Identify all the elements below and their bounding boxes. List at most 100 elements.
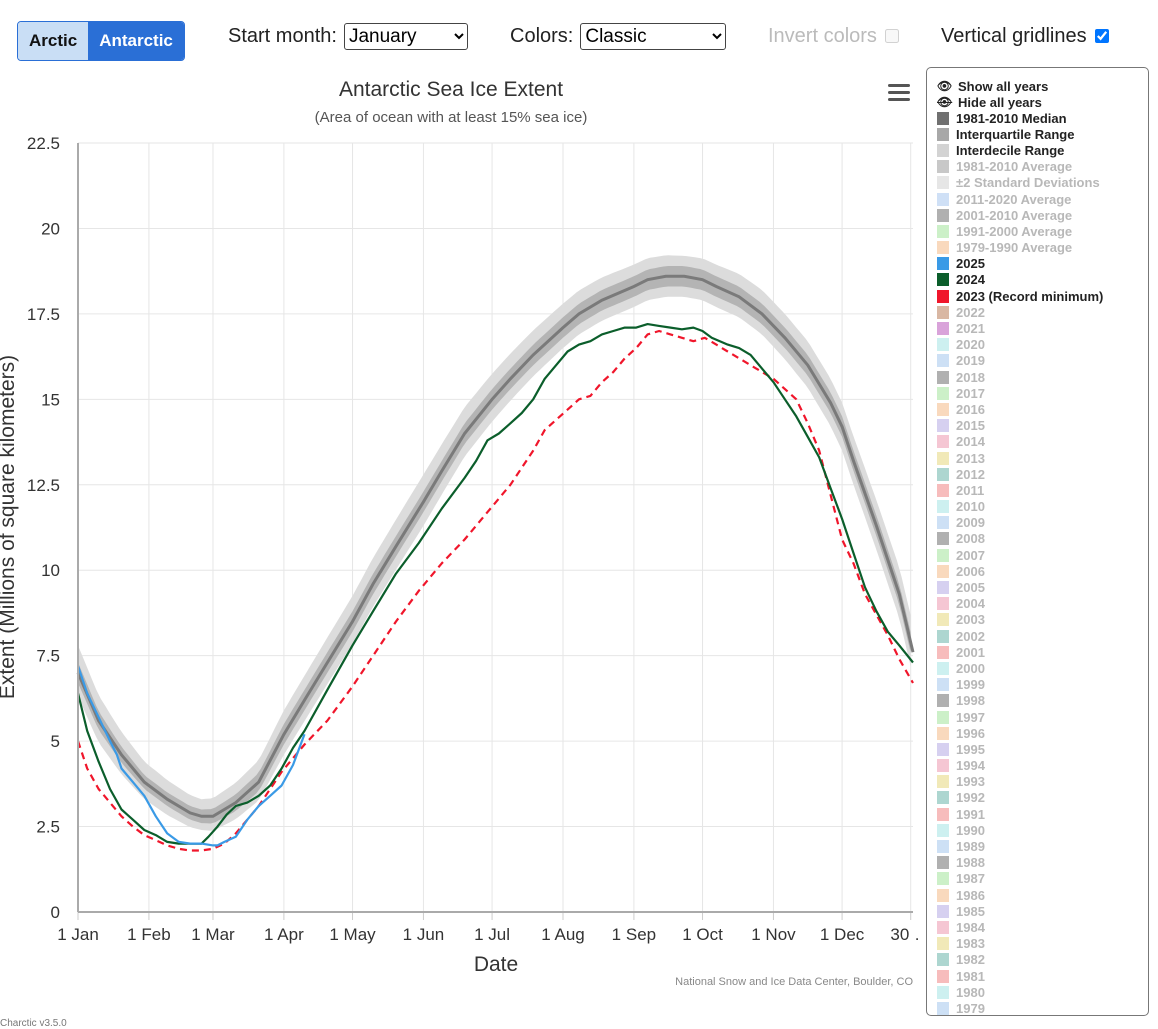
legend-item[interactable]: 1980 <box>937 984 1148 1000</box>
legend-label: 1981 <box>956 968 985 984</box>
legend-item[interactable]: 2001-2010 Average <box>937 207 1148 223</box>
legend-item[interactable]: 2006 <box>937 563 1148 579</box>
start-month-select[interactable]: January <box>343 22 468 50</box>
legend-label: 1989 <box>956 839 985 855</box>
x-tick-label: 1 Feb <box>127 925 170 944</box>
legend-item[interactable]: 1987 <box>937 871 1148 887</box>
legend-item[interactable]: 2023 (Record minimum) <box>937 288 1148 304</box>
legend-item[interactable]: 1995 <box>937 741 1148 757</box>
legend-swatch <box>937 726 949 740</box>
legend-item[interactable]: 2018 <box>937 369 1148 385</box>
legend-swatch <box>937 500 949 514</box>
legend-item[interactable]: 1996 <box>937 725 1148 741</box>
legend-item[interactable]: 2004 <box>937 596 1148 612</box>
legend-item[interactable]: 1991-2000 Average <box>937 223 1148 239</box>
legend-item[interactable]: 1989 <box>937 838 1148 854</box>
x-tick-label: 1 Jan <box>57 925 99 944</box>
legend-item[interactable]: 2011 <box>937 482 1148 498</box>
legend-item[interactable]: 1981-2010 Median <box>937 110 1148 126</box>
show-all-years-button[interactable]: 👁 Show all years <box>937 78 1148 94</box>
legend-label: 2016 <box>956 401 985 417</box>
arctic-button[interactable]: Arctic <box>18 22 89 60</box>
legend-item[interactable]: 2025 <box>937 256 1148 272</box>
legend-item[interactable]: 2010 <box>937 499 1148 515</box>
legend-item[interactable]: 1979 <box>937 1000 1148 1015</box>
legend-swatch <box>937 613 949 627</box>
legend-swatch <box>937 338 949 352</box>
legend-swatch <box>937 419 949 433</box>
legend-item[interactable]: 1999 <box>937 677 1148 693</box>
legend-item[interactable]: 2008 <box>937 531 1148 547</box>
antarctic-button[interactable]: Antarctic <box>88 22 184 60</box>
legend-item[interactable]: 1985 <box>937 903 1148 919</box>
legend-item[interactable]: 1993 <box>937 774 1148 790</box>
legend-label: 1992 <box>956 790 985 806</box>
legend-item[interactable]: Interdecile Range <box>937 142 1148 158</box>
legend-item[interactable]: 2003 <box>937 612 1148 628</box>
legend-swatch <box>937 435 949 449</box>
legend-item[interactable]: 1998 <box>937 693 1148 709</box>
legend-label: 2005 <box>956 580 985 596</box>
show-all-label: Show all years <box>958 78 1049 94</box>
legend-item[interactable]: Interquartile Range <box>937 126 1148 142</box>
legend-label: 2000 <box>956 660 985 676</box>
legend-swatch <box>937 354 949 368</box>
colors-select[interactable]: Classic <box>580 22 727 50</box>
legend-item[interactable]: 2019 <box>937 353 1148 369</box>
legend-item[interactable]: 1981 <box>937 968 1148 984</box>
legend-swatch <box>937 791 949 805</box>
legend-item[interactable]: 2016 <box>937 401 1148 417</box>
legend-item[interactable]: 2014 <box>937 434 1148 450</box>
legend-item[interactable]: 1984 <box>937 919 1148 935</box>
legend-item[interactable]: 2017 <box>937 385 1148 401</box>
legend-item[interactable]: 1997 <box>937 709 1148 725</box>
legend-item[interactable]: 1994 <box>937 758 1148 774</box>
legend-item[interactable]: 2021 <box>937 320 1148 336</box>
chart-plot: 0 2.5 5 7.5 10 12.5 15 17.5 20 22.5 1 Jan 1 Feb 1 Ma… <box>0 134 920 976</box>
hide-all-years-button[interactable]: 👁 Hide all years <box>937 94 1148 110</box>
legend-item[interactable]: 1990 <box>937 822 1148 838</box>
legend-item[interactable]: 1986 <box>937 887 1148 903</box>
legend-item[interactable]: 1991 <box>937 806 1148 822</box>
legend-item[interactable]: 2015 <box>937 418 1148 434</box>
legend-swatch <box>937 823 949 837</box>
legend-swatch <box>937 840 949 854</box>
legend-label: 2023 (Record minimum) <box>956 288 1104 304</box>
legend-item[interactable]: 1981-2010 Average <box>937 159 1148 175</box>
legend-item[interactable]: 1982 <box>937 952 1148 968</box>
legend-item[interactable]: 2007 <box>937 547 1148 563</box>
legend-item[interactable]: 1983 <box>937 936 1148 952</box>
legend-swatch <box>937 305 949 319</box>
legend-item[interactable]: 2001 <box>937 644 1148 660</box>
legend-swatch <box>937 532 949 546</box>
legend-label: 1996 <box>956 725 985 741</box>
legend-swatch <box>937 759 949 773</box>
legend-swatch <box>937 370 949 384</box>
vertical-gridlines-checkbox[interactable] <box>1094 29 1109 43</box>
x-tick-label: 1 Aug <box>541 925 585 944</box>
legend-label: 1999 <box>956 677 985 693</box>
legend-item[interactable]: 2009 <box>937 515 1148 531</box>
legend-item[interactable]: 2000 <box>937 660 1148 676</box>
legend-item[interactable]: 2002 <box>937 628 1148 644</box>
legend-item[interactable]: 1979-1990 Average <box>937 240 1148 256</box>
start-month-control: Start month: January <box>228 22 468 50</box>
legend-label: 1983 <box>956 936 985 952</box>
legend-item[interactable]: 1992 <box>937 790 1148 806</box>
legend-item[interactable]: 2013 <box>937 450 1148 466</box>
hide-all-label: Hide all years <box>958 94 1042 110</box>
legend-label: 2006 <box>956 563 985 579</box>
legend-label: 2001-2010 Average <box>956 207 1073 223</box>
invert-colors-checkbox[interactable] <box>884 29 899 43</box>
legend-item[interactable]: 2022 <box>937 304 1148 320</box>
legend-item[interactable]: ±2 Standard Deviations <box>937 175 1148 191</box>
legend-item[interactable]: 1988 <box>937 855 1148 871</box>
legend-item[interactable]: 2005 <box>937 579 1148 595</box>
legend-swatch <box>937 160 949 174</box>
legend-item[interactable]: 2012 <box>937 466 1148 482</box>
legend-item[interactable]: 2024 <box>937 272 1148 288</box>
chart-menu-icon[interactable] <box>888 84 910 104</box>
legend-label: 2019 <box>956 353 985 369</box>
legend-item[interactable]: 2020 <box>937 337 1148 353</box>
legend-item[interactable]: 2011-2020 Average <box>937 191 1148 207</box>
